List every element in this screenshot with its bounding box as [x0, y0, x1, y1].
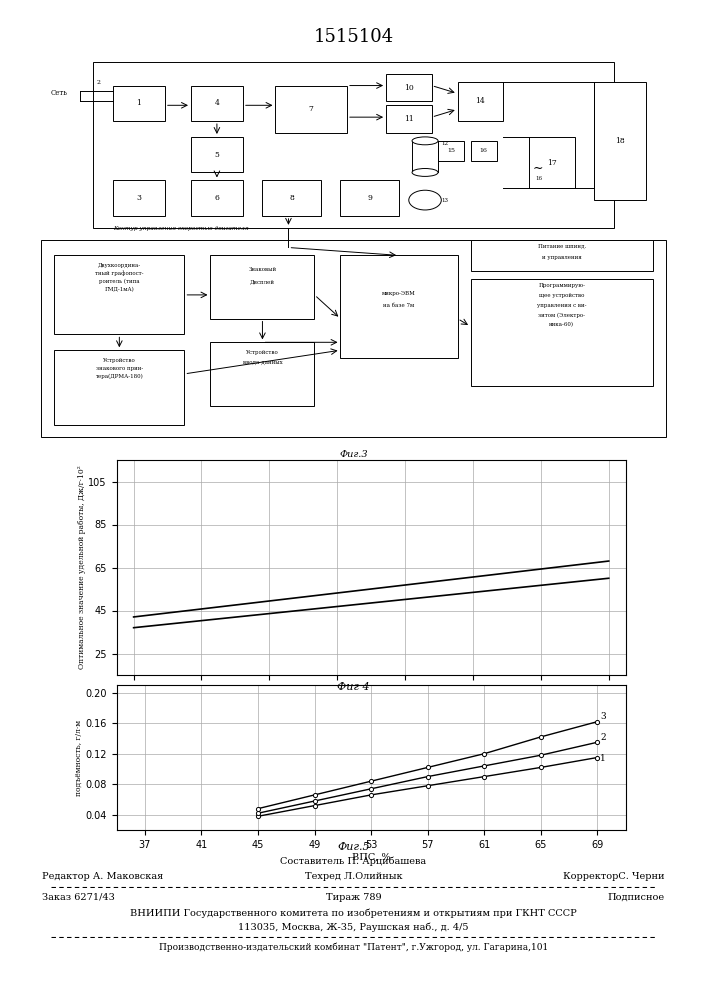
Bar [438, 141, 464, 161]
X-axis label: ВПС, %: ВПС, % [352, 852, 390, 861]
Text: 1515104: 1515104 [313, 28, 394, 46]
Text: на базе 7м: на базе 7м [383, 303, 415, 308]
Text: 2: 2 [97, 80, 100, 85]
Bar [471, 279, 653, 386]
Bar [341, 180, 399, 216]
Text: ника-60): ника-60) [549, 322, 574, 328]
Y-axis label: Оптимальное значение удельной работы, Дж/г·10²: Оптимальное значение удельной работы, Дж… [78, 466, 86, 669]
Text: Устройство: Устройство [103, 358, 136, 363]
Bar [191, 86, 243, 121]
Bar [211, 255, 315, 319]
Bar [93, 62, 614, 228]
Ellipse shape [412, 137, 438, 145]
Text: Производственно-издательский комбинат "Патент", г.Ужгород, ул. Гагарина,101: Производственно-издательский комбинат "П… [159, 943, 548, 952]
Text: Редактор А. Маковская: Редактор А. Маковская [42, 872, 163, 881]
Text: и управления: и управления [542, 255, 582, 260]
Text: 15: 15 [447, 148, 455, 153]
Y-axis label: подъёмность, г/л·м: подъёмность, г/л·м [75, 719, 83, 796]
Text: 10: 10 [404, 84, 414, 92]
Text: 11: 11 [404, 115, 414, 123]
Text: Тираж 789: Тираж 789 [326, 893, 381, 902]
Text: Заказ 6271/43: Заказ 6271/43 [42, 893, 115, 902]
Text: Фиг 4: Фиг 4 [337, 682, 370, 692]
Text: 3: 3 [600, 712, 606, 721]
Text: 2: 2 [600, 733, 606, 742]
Text: 1: 1 [600, 754, 606, 763]
Text: 12: 12 [441, 141, 448, 146]
Text: 9: 9 [368, 194, 372, 202]
Text: 17: 17 [547, 159, 556, 167]
Text: Устройство: Устройство [246, 350, 279, 355]
Text: роитель (типа: роитель (типа [99, 279, 140, 284]
Text: ∼: ∼ [532, 162, 543, 175]
Text: ввода данных: ввода данных [243, 360, 282, 365]
Text: зитом (Электро-: зитом (Электро- [538, 312, 585, 318]
Text: управления с ви-: управления с ви- [537, 303, 586, 308]
Bar [41, 240, 666, 437]
Text: ГМД-1мА): ГМД-1мА) [105, 287, 134, 292]
Bar [471, 141, 496, 161]
Bar [386, 74, 431, 101]
Text: знакового прин-: знакового прин- [95, 366, 143, 371]
Bar [191, 137, 243, 172]
Text: Двухкоордина-: Двухкоордина- [98, 263, 141, 268]
Text: 14: 14 [476, 97, 485, 105]
Text: тный графопост-: тный графопост- [95, 271, 144, 276]
Text: Техред Л.Олийнык: Техред Л.Олийнык [305, 872, 402, 881]
Text: Программирую-: Программирую- [538, 283, 585, 288]
Text: щее устройство: щее устройство [539, 293, 584, 298]
Text: 4: 4 [214, 99, 219, 107]
Bar [594, 82, 646, 200]
Text: 7: 7 [309, 105, 314, 113]
Text: 16: 16 [536, 176, 543, 181]
Text: 113035, Москва, Ж-35, Раушская наб., д. 4/5: 113035, Москва, Ж-35, Раушская наб., д. … [238, 922, 469, 932]
Bar [341, 255, 457, 358]
Text: 3: 3 [136, 194, 141, 202]
X-axis label: W, е.п.: W, е.п. [355, 698, 387, 706]
Bar [191, 180, 243, 216]
Text: Питание шпинд.: Питание шпинд. [537, 243, 586, 249]
Text: ВНИИПИ Государственного комитета по изобретениям и открытиям при ГКНТ СССР: ВНИИПИ Государственного комитета по изоб… [130, 908, 577, 918]
Text: 13: 13 [441, 198, 448, 203]
Text: Дисплей: Дисплей [250, 279, 275, 284]
Text: Составитель П. Арцибашева: Составитель П. Арцибашева [281, 856, 426, 865]
Text: 18: 18 [615, 137, 625, 145]
Bar [529, 137, 575, 188]
Text: Фиг.5: Фиг.5 [337, 842, 370, 852]
Bar [276, 86, 347, 133]
Text: 6: 6 [214, 194, 219, 202]
Circle shape [409, 190, 441, 210]
Bar [54, 350, 185, 425]
Text: 5: 5 [214, 151, 219, 159]
Text: 1: 1 [136, 99, 141, 107]
Bar [457, 82, 503, 121]
Bar [54, 255, 185, 334]
Text: микро-ЭВМ: микро-ЭВМ [382, 291, 416, 296]
Text: КорректорС. Черни: КорректорС. Черни [563, 872, 665, 881]
Text: тера(ДРМА-180): тера(ДРМА-180) [95, 374, 144, 379]
Text: Фиг.3: Фиг.3 [339, 450, 368, 459]
Text: Подписное: Подписное [607, 893, 665, 902]
Bar [211, 342, 315, 406]
Bar [113, 86, 165, 121]
Bar [113, 180, 165, 216]
Text: Контур управления скоростью двигателя: Контур управления скоростью двигателя [113, 226, 248, 231]
Ellipse shape [412, 168, 438, 176]
Bar [262, 180, 321, 216]
Text: 16: 16 [479, 148, 488, 153]
Text: Знаковый: Знаковый [248, 267, 276, 272]
Bar [386, 105, 431, 133]
Bar [471, 240, 653, 271]
Text: 8: 8 [289, 194, 294, 202]
Text: Сеть: Сеть [51, 89, 68, 97]
